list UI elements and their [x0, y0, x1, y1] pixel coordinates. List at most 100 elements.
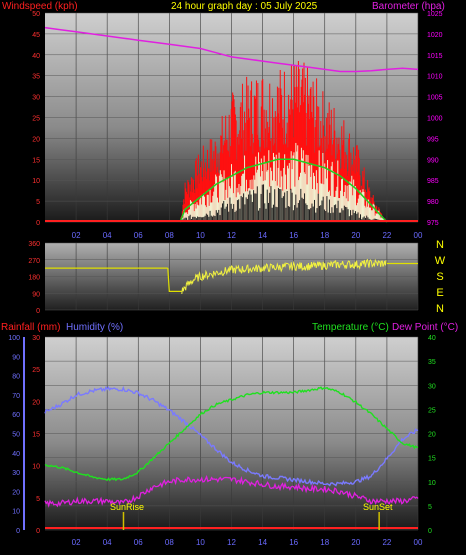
time-tick-label: 16 — [289, 538, 298, 547]
dewpoint-label: Dew Point (°C) — [392, 322, 458, 333]
windspeed-label: Windspeed (kph) — [2, 1, 78, 12]
wind-axis-label: 35 — [32, 74, 40, 81]
time-tick-label: 18 — [320, 538, 329, 547]
compass-label: S — [436, 271, 443, 283]
time-tick-label: 04 — [103, 538, 112, 547]
baro-axis-label: 1015 — [427, 53, 443, 60]
humidity-axis-label: 0 — [16, 528, 20, 535]
wind-average-line — [179, 158, 388, 223]
temp-axis-label: 10 — [428, 480, 436, 487]
baro-axis-label: 995 — [427, 136, 439, 143]
temp-axis-label: 5 — [428, 504, 432, 511]
humidity-axis-label: 20 — [12, 489, 20, 496]
temp-axis-label: 20 — [428, 432, 436, 439]
barometer-line — [44, 26, 419, 73]
time-tick-label: 00 — [414, 231, 423, 240]
time-tick-label: 08 — [165, 231, 174, 240]
wind-axis-label: 50 — [32, 11, 40, 18]
compass-label: N — [436, 239, 444, 251]
time-tick-label: 02 — [72, 231, 81, 240]
baro-axis-label: 1020 — [427, 32, 443, 39]
temperature-label: Temperature (°C) — [312, 322, 389, 333]
sunrise-label: SunRise — [110, 502, 144, 512]
wind-axis-label: 20 — [32, 136, 40, 143]
temp-axis-label: 15 — [428, 456, 436, 463]
direction-noisy-line — [181, 258, 387, 295]
wind-axis-label: 45 — [32, 32, 40, 39]
time-tick-label: 08 — [165, 538, 174, 547]
humidity-axis-label: 60 — [12, 412, 20, 419]
wind-axis-label: 25 — [32, 116, 40, 123]
rain-axis-label: 5 — [36, 496, 40, 503]
baro-axis-label: 990 — [427, 157, 439, 164]
sunset-label: SunSet — [363, 502, 393, 512]
wind-axis-label: 30 — [32, 95, 40, 102]
time-tick-label: 16 — [289, 231, 298, 240]
temp-axis-label: 25 — [428, 407, 436, 414]
time-tick-label: 04 — [103, 231, 112, 240]
direction-line — [167, 268, 182, 292]
baro-axis-label: 1025 — [427, 11, 443, 18]
time-tick-label: 20 — [351, 538, 360, 547]
barometer-label: Barometer (hpa) — [372, 1, 445, 12]
temp-axis-label: 30 — [428, 383, 436, 390]
baro-axis-label: 975 — [427, 220, 439, 227]
graph-title: 24 hour graph day : 05 July 2025 — [171, 1, 318, 12]
time-tick-label: 00 — [414, 538, 423, 547]
humidity-line — [44, 385, 419, 487]
humidity-axis-label: 70 — [12, 393, 20, 400]
direction-axis-label: 180 — [28, 275, 40, 282]
time-tick-label: 12 — [227, 231, 236, 240]
time-tick-label: 22 — [382, 538, 391, 547]
time-tick-label: 06 — [134, 231, 143, 240]
time-tick-label: 10 — [196, 231, 205, 240]
humidity-axis-label: 100 — [8, 335, 20, 342]
time-tick-label: 12 — [227, 538, 236, 547]
time-tick-label: 14 — [258, 538, 267, 547]
humidity-axis-label: 30 — [12, 470, 20, 477]
baro-axis-label: 985 — [427, 178, 439, 185]
direction-axis-label: 0 — [36, 308, 40, 315]
baro-axis-label: 1010 — [427, 74, 443, 81]
rain-axis-label: 30 — [32, 335, 40, 342]
time-tick-label: 18 — [320, 231, 329, 240]
temp-axis-label: 0 — [428, 528, 432, 535]
rain-axis-label: 25 — [32, 367, 40, 374]
baro-axis-label: 1005 — [427, 95, 443, 102]
rain-axis-label: 0 — [36, 528, 40, 535]
wind-axis-label: 0 — [36, 220, 40, 227]
time-tick-label: 20 — [351, 231, 360, 240]
baro-axis-label: 980 — [427, 199, 439, 206]
humidity-axis-label: 50 — [12, 432, 20, 439]
wind-axis-label: 5 — [36, 199, 40, 206]
wind-axis-label: 10 — [32, 178, 40, 185]
time-tick-label: 14 — [258, 231, 267, 240]
humidity-axis-label: 90 — [12, 354, 20, 361]
compass-label: E — [436, 287, 443, 299]
humidity-axis-label: 80 — [12, 374, 20, 381]
rain-axis-label: 15 — [32, 432, 40, 439]
dewpoint-line — [44, 474, 419, 508]
rain-axis-label: 10 — [32, 464, 40, 471]
time-tick-label: 02 — [72, 538, 81, 547]
direction-axis-label: 90 — [32, 291, 40, 298]
temp-axis-label: 35 — [428, 359, 436, 366]
rainfall-label: Rainfall (mm) — [1, 322, 60, 333]
compass-label: N — [436, 303, 444, 315]
wind-axis-label: 15 — [32, 157, 40, 164]
humidity-label: Humidity (%) — [66, 322, 123, 333]
wind-axis-label: 40 — [32, 53, 40, 60]
time-tick-label: 10 — [196, 538, 205, 547]
rain-axis-label: 20 — [32, 399, 40, 406]
direction-axis-label: 360 — [28, 241, 40, 248]
time-tick-label: 22 — [382, 231, 391, 240]
time-tick-label: 06 — [134, 538, 143, 547]
humidity-axis-label: 10 — [12, 509, 20, 516]
direction-axis-label: 270 — [28, 258, 40, 265]
temp-axis-label: 40 — [428, 335, 436, 342]
baro-axis-label: 1000 — [427, 116, 443, 123]
compass-label: W — [435, 255, 446, 267]
humidity-axis-label: 40 — [12, 451, 20, 458]
temperature-line — [44, 386, 419, 482]
